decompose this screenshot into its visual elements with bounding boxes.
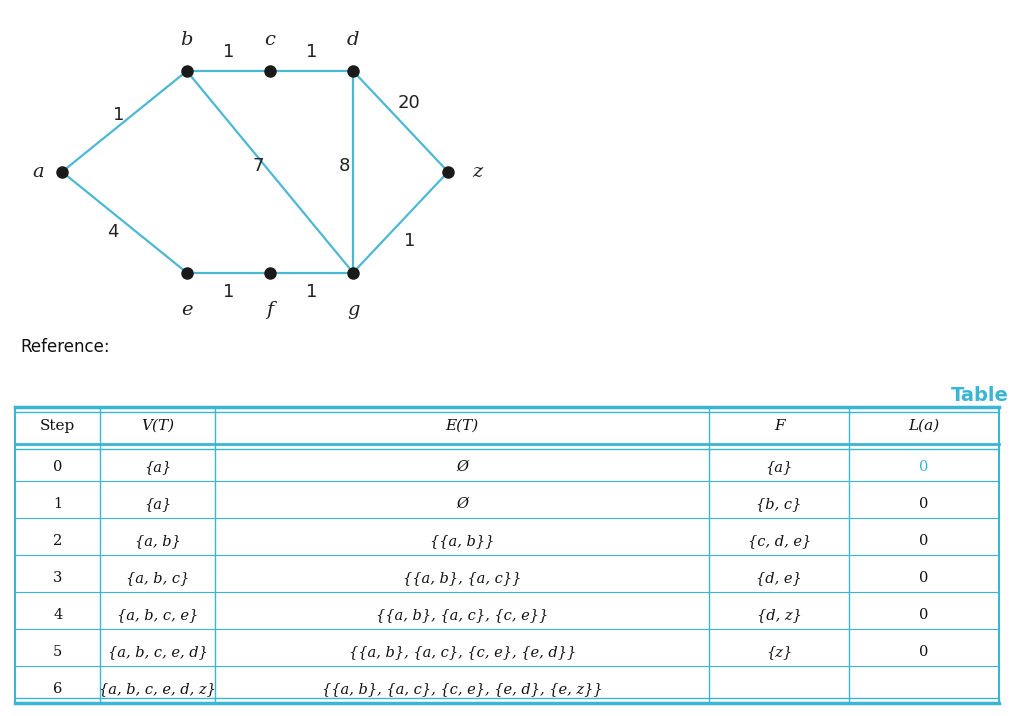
Text: {a, b, c, e, d}: {a, b, c, e, d} <box>108 645 208 659</box>
Text: 4: 4 <box>106 223 119 241</box>
Text: b: b <box>180 31 194 49</box>
Text: 1: 1 <box>222 283 234 301</box>
Text: L(a): L(a) <box>908 419 940 432</box>
Text: 0: 0 <box>920 608 929 622</box>
Text: 7: 7 <box>252 157 264 175</box>
Text: {a, b, c, e, d, z}: {a, b, c, e, d, z} <box>99 682 216 696</box>
Text: F: F <box>774 419 784 432</box>
Text: 5: 5 <box>53 645 62 659</box>
Text: {z}: {z} <box>766 645 793 659</box>
Text: 8: 8 <box>339 157 350 175</box>
Text: {d, e}: {d, e} <box>757 571 802 585</box>
Text: {{a, b}}: {{a, b}} <box>430 534 495 548</box>
Text: {{a, b}, {a, c}, {c, e}, {e, d}, {e, z}}: {{a, b}, {a, c}, {c, e}, {e, d}, {e, z}} <box>322 682 602 696</box>
Text: E(T): E(T) <box>445 419 479 432</box>
Text: 0: 0 <box>53 460 62 474</box>
Text: Ø: Ø <box>456 460 468 474</box>
Text: g: g <box>347 301 359 319</box>
Text: 0: 0 <box>920 571 929 585</box>
Text: {b, c}: {b, c} <box>757 497 802 511</box>
Text: {{a, b}, {a, c}, {c, e}, {e, d}}: {{a, b}, {a, c}, {c, e}, {e, d}} <box>348 645 575 659</box>
Text: 1: 1 <box>53 497 62 511</box>
Text: 6: 6 <box>53 682 62 696</box>
Text: 1: 1 <box>306 283 317 301</box>
Text: 1: 1 <box>222 43 234 61</box>
Text: 4: 4 <box>53 608 62 622</box>
Text: 1: 1 <box>306 43 317 61</box>
Text: Step: Step <box>40 419 76 432</box>
Text: 0: 0 <box>920 645 929 659</box>
Text: 0: 0 <box>920 497 929 511</box>
Text: Reference:: Reference: <box>20 338 111 357</box>
Text: 2: 2 <box>53 534 62 548</box>
Text: 20: 20 <box>398 94 421 112</box>
Text: a: a <box>33 163 44 181</box>
Text: Table: Table <box>950 386 1009 405</box>
Text: {d, z}: {d, z} <box>757 608 802 622</box>
Text: {a}: {a} <box>144 497 171 511</box>
Text: Ø: Ø <box>456 497 468 511</box>
Text: 3: 3 <box>53 571 62 585</box>
Text: 1: 1 <box>403 232 415 250</box>
Text: d: d <box>347 31 359 49</box>
Text: {a, b, c}: {a, b, c} <box>126 571 189 585</box>
Text: 1: 1 <box>113 106 124 124</box>
Text: e: e <box>181 301 193 319</box>
Text: {{a, b}, {a, c}}: {{a, b}, {a, c}} <box>403 571 521 585</box>
Text: z: z <box>473 163 483 181</box>
Text: {a, b}: {a, b} <box>135 534 180 548</box>
Text: {a}: {a} <box>144 460 171 474</box>
Text: f: f <box>266 301 273 319</box>
Text: 0: 0 <box>920 534 929 548</box>
Text: {a}: {a} <box>766 460 793 474</box>
Text: {{a, b}, {a, c}, {c, e}}: {{a, b}, {a, c}, {c, e}} <box>376 608 548 622</box>
Text: {a, b, c, e}: {a, b, c, e} <box>117 608 199 622</box>
Text: {c, d, e}: {c, d, e} <box>748 534 811 548</box>
Text: c: c <box>264 31 275 49</box>
Text: V(T): V(T) <box>141 419 174 432</box>
Text: 0: 0 <box>920 460 929 474</box>
